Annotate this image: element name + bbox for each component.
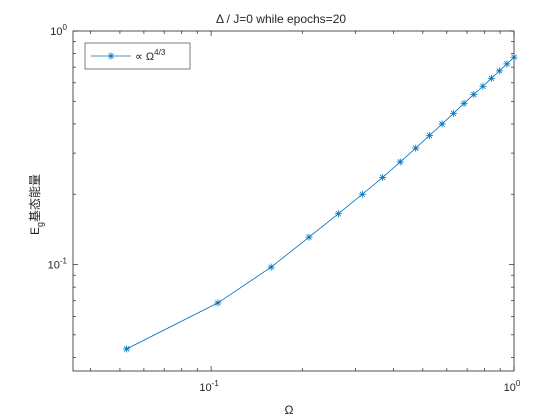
data-point — [460, 99, 468, 107]
x-axis-label: Ω — [285, 403, 294, 417]
tick-label-exponent: 0 — [63, 23, 68, 32]
tick-label-base: 10 — [504, 382, 516, 394]
y-axis-label-subscript: g — [35, 222, 45, 227]
tick-label-exponent: 0 — [516, 379, 521, 388]
y-tick-label: 10-1 — [48, 257, 68, 272]
data-point — [305, 233, 313, 241]
series-layer — [123, 53, 518, 353]
data-point — [503, 60, 511, 68]
data-point — [510, 53, 518, 61]
y-axis-label: Eg基态能量 — [28, 174, 45, 235]
data-point — [267, 263, 275, 271]
data-point — [358, 190, 366, 198]
legend-entry-label: ∝ Ω4/3 — [135, 48, 166, 63]
y-tick-label: 100 — [50, 23, 67, 38]
tick-label-base: 10 — [48, 260, 60, 272]
tick-label-exponent: -1 — [212, 379, 220, 388]
data-point — [334, 210, 342, 218]
legend-entry-superscript: 4/3 — [154, 48, 166, 57]
tick-label-base: 10 — [199, 382, 211, 394]
y-axis-label-main: E — [28, 227, 42, 235]
data-point — [479, 82, 487, 90]
data-point — [487, 74, 495, 82]
tick-label-exponent: -1 — [60, 257, 68, 266]
data-point — [379, 173, 387, 181]
data-point — [438, 120, 446, 128]
x-tick-label: 100 — [504, 379, 521, 394]
data-point — [396, 158, 404, 166]
data-point — [470, 90, 478, 98]
data-point — [426, 131, 434, 139]
legend-marker — [107, 52, 115, 60]
legend: ∝ Ω4/3 — [84, 42, 191, 70]
legend-entry-name: ∝ Ω — [135, 51, 154, 63]
y-axis-label-suffix: 基态能量 — [28, 174, 42, 222]
data-point — [495, 67, 503, 75]
data-point — [214, 299, 222, 307]
data-point — [412, 144, 420, 152]
plot-area — [72, 30, 515, 372]
data-point — [450, 109, 458, 117]
tick-label-base: 10 — [50, 26, 62, 38]
data-point — [123, 345, 131, 353]
chart-title: Δ / J=0 while epochs=20 — [216, 12, 346, 26]
x-tick-label: 10-1 — [199, 379, 219, 394]
